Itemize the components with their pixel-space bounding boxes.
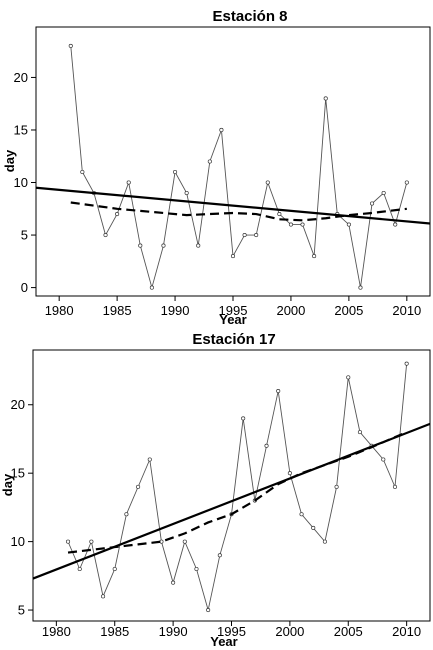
x-tick-label: 2010: [392, 624, 421, 639]
data-point: [80, 169, 85, 175]
x-axis-ticks: 1980 1985 1990 1995 2000 2005 2010: [45, 296, 421, 318]
x-tick-label: 2010: [392, 303, 421, 318]
data-point: [101, 594, 106, 599]
data-point: [147, 457, 152, 462]
y-axis-ticks: 0 5 10 15 20: [14, 70, 36, 295]
data-point: [404, 180, 409, 185]
data-point: [161, 243, 166, 248]
y-axis-label: day: [2, 149, 17, 172]
y-axis-ticks: 5 10 15 20: [11, 397, 33, 618]
data-point: [136, 484, 141, 489]
data-point: [196, 243, 201, 248]
x-tick-label: 1995: [219, 303, 248, 318]
data-point: [77, 566, 82, 572]
x-tick-label: 2000: [275, 624, 304, 639]
data-point: [311, 525, 316, 530]
data-point: [312, 254, 317, 259]
y-tick-label: 5: [21, 228, 28, 243]
chart-marks: [32, 361, 431, 613]
data-point: [206, 608, 211, 613]
data-point: [404, 361, 409, 366]
data-point: [68, 43, 73, 48]
x-tick-label: 2005: [334, 303, 363, 318]
x-axis-label: Year: [210, 634, 237, 649]
y-tick-label: 10: [11, 534, 25, 549]
data-point: [322, 539, 327, 544]
data-point: [393, 222, 398, 227]
data-point: [194, 566, 199, 572]
plot-frame: [32, 349, 431, 622]
data-point: [138, 243, 143, 248]
data-point: [217, 553, 222, 558]
data-point: [126, 180, 131, 185]
x-tick-label: 1980: [45, 303, 74, 318]
x-tick-label: 2005: [334, 624, 363, 639]
data-point: [346, 375, 351, 380]
data-point: [381, 190, 386, 196]
data-point: [89, 539, 94, 544]
data-point: [299, 512, 304, 517]
data-point: [182, 539, 187, 544]
data-point: [334, 484, 339, 489]
data-point: [112, 566, 117, 572]
data-point: [392, 484, 398, 489]
data-point: [207, 159, 212, 164]
data-point: [370, 201, 375, 206]
x-tick-label: 1980: [42, 624, 71, 639]
data-point: [265, 180, 270, 185]
chart-title: Estación 8: [212, 8, 287, 25]
data-point: [381, 457, 386, 462]
chart-title: Estación 17: [192, 331, 275, 348]
data-point: [357, 430, 362, 435]
y-tick-label: 0: [21, 280, 28, 295]
chart-panel-1: Estación 8 day Year 1980 1985 1990 1995 2000…: [2, 8, 431, 327]
data-point: [346, 222, 351, 227]
y-tick-label: 20: [11, 397, 25, 412]
data-point: [242, 233, 247, 238]
y-axis-label: day: [0, 473, 15, 496]
data-point: [241, 416, 246, 421]
data-point: [276, 389, 281, 394]
x-tick-label: 2000: [276, 303, 305, 318]
x-tick-label: 1985: [103, 303, 132, 318]
data-point: [288, 222, 293, 227]
smoothed-trend-line: [67, 431, 408, 554]
data-point: [358, 285, 363, 290]
x-axis-label: Year: [219, 312, 246, 327]
y-tick-label: 20: [14, 70, 28, 85]
x-tick-label: 1990: [161, 303, 190, 318]
chart-panel-2: Estación 17 day Year 1980 1985 1990 1995 200…: [0, 331, 431, 649]
y-tick-label: 10: [14, 175, 28, 190]
data-point: [323, 96, 328, 101]
data-point: [287, 471, 292, 476]
linear-trend-line: [32, 422, 431, 580]
chart-marks: [35, 43, 431, 290]
data-point: [300, 222, 305, 227]
data-point: [124, 512, 129, 517]
x-tick-label: 1990: [159, 624, 188, 639]
y-tick-label: 15: [14, 122, 28, 137]
data-point: [171, 580, 176, 585]
y-tick-label: 5: [18, 603, 25, 618]
data-point: [149, 285, 154, 290]
data-point: [184, 190, 189, 196]
observed-series-line: [67, 363, 408, 611]
data-point: [173, 169, 178, 175]
x-axis-ticks: 1980 1985 1990 1995 2000 2005 2010: [42, 621, 421, 639]
x-tick-label: 1985: [100, 624, 129, 639]
x-tick-label: 1995: [217, 624, 246, 639]
smoothed-trend-line: [70, 201, 407, 222]
data-point: [65, 539, 71, 544]
data-point: [277, 211, 282, 217]
data-point: [264, 443, 269, 448]
y-tick-label: 15: [11, 466, 25, 481]
data-point: [115, 211, 120, 217]
data-point: [254, 233, 259, 238]
linear-trend-line: [35, 186, 431, 225]
data-point: [219, 127, 224, 133]
observed-series-line: [70, 45, 408, 290]
data-point: [230, 254, 236, 259]
data-point: [103, 233, 108, 238]
